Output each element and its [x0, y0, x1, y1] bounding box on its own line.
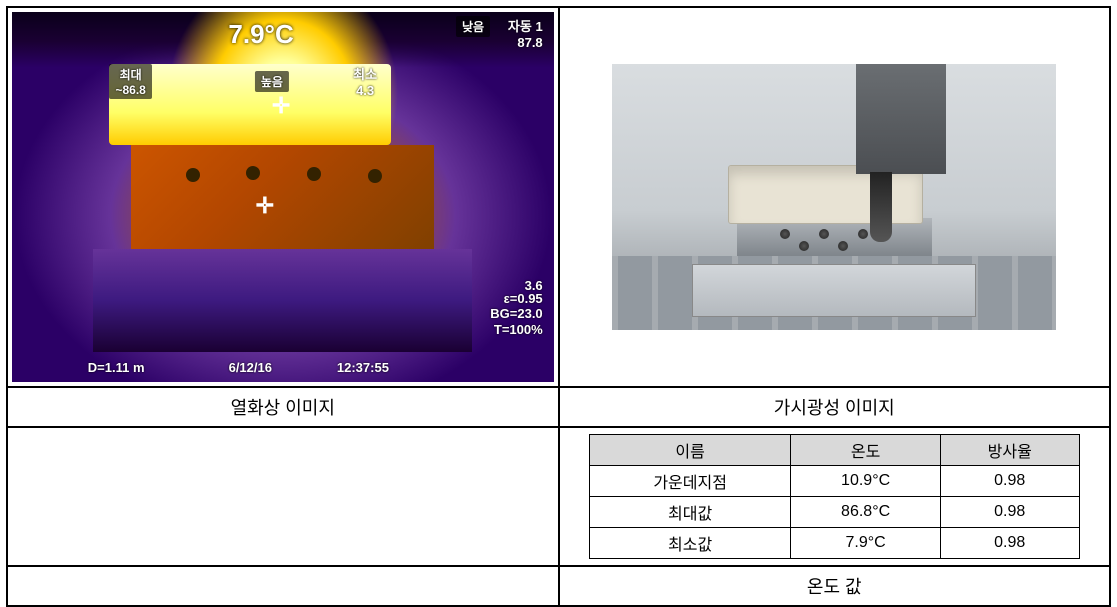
visible-image-cell — [559, 7, 1111, 387]
thermal-base-plate — [93, 249, 472, 353]
thermal-center-label: 높음 — [255, 71, 289, 92]
table-footer-caption: 온도 값 — [559, 566, 1111, 606]
thermal-min-label: 최소4.3 — [353, 64, 377, 98]
layout-grid: 7.9°C 낮음 자동 1 87.8 최대~86.8 높음 최소4.3 ✛ ✛ … — [6, 6, 1111, 607]
thermal-arrow-label: 낮음 — [456, 16, 490, 37]
visible-image — [612, 64, 1056, 330]
thermal-caption: 열화상 이미지 — [7, 387, 559, 427]
blank-cell-2 — [7, 566, 559, 606]
thermal-image-cell: 7.9°C 낮음 자동 1 87.8 최대~86.8 높음 최소4.3 ✛ ✛ … — [7, 7, 559, 387]
table-row: 최대값 86.8°C 0.98 — [589, 497, 1079, 528]
thermal-image: 7.9°C 낮음 자동 1 87.8 최대~86.8 높음 최소4.3 ✛ ✛ … — [12, 12, 554, 382]
thermal-date: 6/12/16 — [229, 360, 272, 375]
thermal-params: ε=0.95 BG=23.0 T=100% — [490, 291, 542, 338]
blank-cell — [7, 427, 559, 566]
crosshair-icon-top: ✛ — [272, 93, 290, 119]
visible-fixture — [737, 218, 932, 255]
header-name: 이름 — [589, 435, 791, 466]
temperature-table: 이름 온도 방사율 가운데지점 10.9°C 0.98 최대값 86.8°C 0… — [589, 434, 1080, 559]
thermal-mode: 자동 1 87.8 — [508, 16, 543, 50]
visible-workpiece — [728, 165, 923, 224]
thermal-distance: D=1.11 m — [88, 360, 145, 375]
table-row: 최소값 7.9°C 0.98 — [589, 528, 1079, 559]
thermal-center-temp: 7.9°C — [228, 19, 293, 50]
table-row: 가운데지점 10.9°C 0.98 — [589, 466, 1079, 497]
data-table-cell: 이름 온도 방사율 가운데지점 10.9°C 0.98 최대값 86.8°C 0… — [559, 427, 1111, 566]
visible-spindle — [856, 64, 946, 174]
visible-caption: 가시광성 이미지 — [559, 387, 1111, 427]
visible-base-plate — [692, 264, 976, 317]
thermal-time: 12:37:55 — [337, 360, 389, 375]
table-header-row: 이름 온도 방사율 — [589, 435, 1079, 466]
header-emiss: 방사율 — [940, 435, 1079, 466]
crosshair-icon-center: ✛ — [256, 193, 274, 219]
header-temp: 온도 — [791, 435, 940, 466]
thermal-max-label: 최대~86.8 — [109, 64, 151, 99]
thermal-fixture — [131, 145, 434, 249]
visible-tool — [870, 172, 892, 242]
